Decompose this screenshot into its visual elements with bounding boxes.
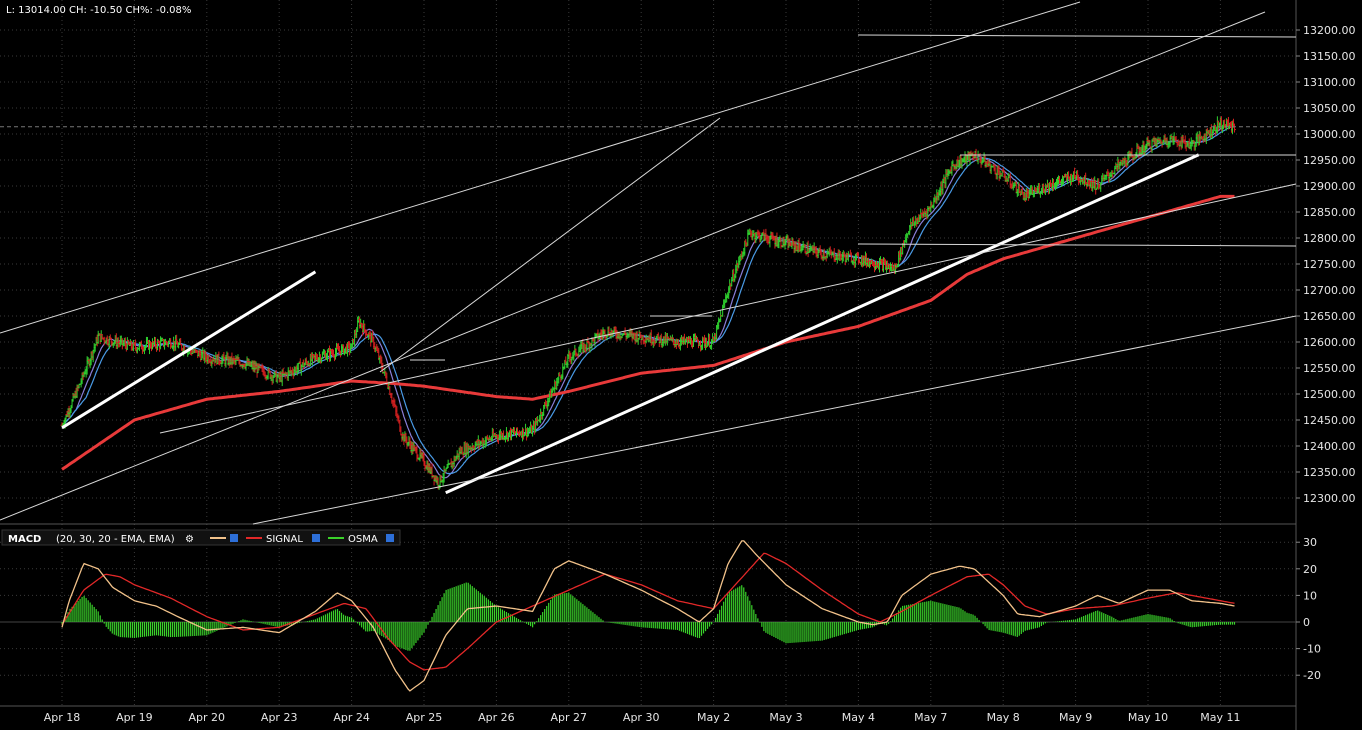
x-tick-label: Apr 23 xyxy=(261,711,298,724)
y-tick-label: 12750.00 xyxy=(1303,258,1356,271)
axes: 13200.00 13150.00 13100.00 13050.00 13000.00… xyxy=(44,24,1356,724)
macd-y-tick-label: 0 xyxy=(1303,616,1310,629)
y-tick-label: 13050.00 xyxy=(1303,102,1356,115)
ma-long-line xyxy=(61,194,1235,471)
channel-line[interactable] xyxy=(159,183,1297,434)
x-tick-label: May 4 xyxy=(842,711,875,724)
y-tick-label: 12650.00 xyxy=(1303,310,1356,323)
macd-line xyxy=(61,540,1235,692)
x-tick-label: May 7 xyxy=(914,711,947,724)
y-tick-label: 13100.00 xyxy=(1303,76,1356,89)
y-tick-label: 13150.00 xyxy=(1303,50,1356,63)
osma-toggle-icon[interactable] xyxy=(386,534,394,542)
channel-line[interactable] xyxy=(857,243,1297,247)
y-tick-label: 12950.00 xyxy=(1303,154,1356,167)
channel-line[interactable] xyxy=(0,11,1266,521)
y-tick-label: 12350.00 xyxy=(1303,466,1356,479)
macd-title: MACD xyxy=(8,534,41,545)
y-tick-label: 12600.00 xyxy=(1303,336,1356,349)
macd-toggle-icon[interactable] xyxy=(230,534,238,542)
macd-y-tick-label: 10 xyxy=(1303,589,1317,602)
x-tick-label: Apr 27 xyxy=(551,711,588,724)
y-tick-label: 12850.00 xyxy=(1303,206,1356,219)
x-tick-label: May 8 xyxy=(987,711,1020,724)
x-tick-label: May 9 xyxy=(1059,711,1092,724)
macd-y-tick-label: -10 xyxy=(1303,643,1321,656)
y-tick-label: 12500.00 xyxy=(1303,388,1356,401)
channel-line[interactable] xyxy=(252,315,1297,525)
macd-y-tick-label: 20 xyxy=(1303,563,1317,576)
macd-y-tick-label: -20 xyxy=(1303,669,1321,682)
x-tick-label: Apr 25 xyxy=(406,711,443,724)
x-tick-label: Apr 30 xyxy=(623,711,660,724)
y-tick-label: 12550.00 xyxy=(1303,362,1356,375)
x-tick-label: May 11 xyxy=(1200,711,1240,724)
y-tick-label: 12300.00 xyxy=(1303,492,1356,505)
y-tick-label: 13200.00 xyxy=(1303,24,1356,37)
channel-line[interactable] xyxy=(857,34,1297,38)
quote-header: L: 13014.00 CH: -10.50 CH%: -0.08% xyxy=(6,5,191,16)
x-tick-label: Apr 20 xyxy=(189,711,226,724)
y-tick-label: 12450.00 xyxy=(1303,414,1356,427)
y-tick-label: 12800.00 xyxy=(1303,232,1356,245)
macd-y-tick-label: 30 xyxy=(1303,536,1317,549)
y-tick-label: 13000.00 xyxy=(1303,128,1356,141)
trendlines xyxy=(0,1,1297,525)
signal-toggle-icon[interactable] xyxy=(312,534,320,542)
signal-label: SIGNAL xyxy=(266,534,303,545)
channel-line[interactable] xyxy=(0,1,1081,334)
y-tick-label: 12900.00 xyxy=(1303,180,1356,193)
x-tick-label: Apr 19 xyxy=(116,711,153,724)
x-tick-label: Apr 18 xyxy=(44,711,81,724)
osma-label: OSMA xyxy=(348,534,378,545)
grid-lines xyxy=(0,0,1297,730)
x-tick-label: Apr 26 xyxy=(478,711,515,724)
settings-icon[interactable]: ⚙ xyxy=(185,534,194,545)
y-tick-label: 12400.00 xyxy=(1303,440,1356,453)
x-tick-label: Apr 24 xyxy=(333,711,370,724)
bold-trendline[interactable] xyxy=(445,153,1200,495)
macd-panel xyxy=(0,540,1296,692)
y-tick-label: 12700.00 xyxy=(1303,284,1356,297)
x-tick-label: May 2 xyxy=(697,711,730,724)
macd-params: (20, 30, 20 - EMA, EMA) xyxy=(56,534,175,545)
x-tick-label: May 3 xyxy=(769,711,802,724)
price-bars xyxy=(60,116,1236,491)
x-tick-label: May 10 xyxy=(1128,711,1168,724)
channel-line[interactable] xyxy=(379,117,721,373)
bold-trendline[interactable] xyxy=(61,270,317,430)
